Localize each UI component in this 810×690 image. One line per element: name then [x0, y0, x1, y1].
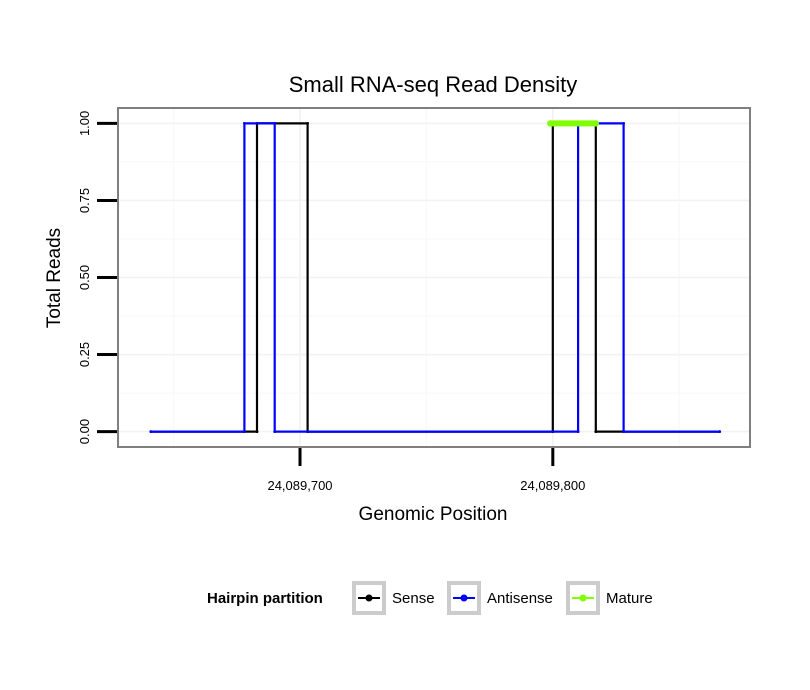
legend-label-mature: Mature [606, 590, 653, 607]
point-mature-0 [547, 120, 554, 127]
legend-title: Hairpin partition [207, 590, 323, 607]
legend-label-sense: Sense [392, 590, 435, 607]
legend-dot-sense [365, 594, 373, 602]
point-antisense-0 [149, 430, 153, 433]
y-tick-label-0: 0.00 [77, 419, 92, 444]
y-tick-label-3: 0.75 [77, 188, 92, 213]
legend-item-antisense: Antisense [447, 581, 553, 615]
point-antisense-8 [622, 430, 625, 433]
point-antisense-3 [273, 122, 277, 125]
y-tick-label-2: 0.50 [77, 265, 92, 290]
series-line-antisense [150, 122, 720, 433]
point-sense-1 [255, 430, 259, 433]
legend-dot-antisense [460, 594, 468, 602]
point-antisense-9 [718, 430, 722, 433]
chart-title: Small RNA-seq Read Density [289, 72, 578, 97]
point-antisense-1 [243, 430, 246, 433]
point-sense-3 [306, 122, 309, 125]
point-antisense-2 [243, 122, 246, 125]
legend-item-mature: Mature [566, 581, 653, 615]
y-tick-label-4: 1.00 [77, 111, 92, 136]
y-axis-title: Total Reads [44, 228, 65, 328]
series-layer [149, 120, 722, 433]
y-tick-label-1: 0.25 [77, 342, 92, 367]
x-tick-label-1: 24,089,800 [520, 478, 585, 493]
y-axis: 0.00 0.25 0.50 0.75 1.00 [77, 111, 117, 444]
legend-item-sense: Sense [352, 581, 435, 615]
legend-dot-mature [579, 594, 587, 602]
point-antisense-5 [576, 430, 580, 433]
point-sense-8 [594, 430, 598, 433]
x-tick-label-0: 24,089,700 [267, 478, 332, 493]
panel-border [117, 107, 751, 448]
x-axis-title: Genomic Position [359, 504, 508, 525]
legend: Hairpin partition Sense Antisense Mature [207, 581, 653, 615]
point-antisense-7 [622, 122, 625, 125]
point-mature-1 [592, 120, 599, 127]
x-axis: 24,089,700 24,089,800 [267, 448, 585, 493]
legend-label-antisense: Antisense [487, 590, 553, 607]
point-antisense-4 [273, 430, 277, 433]
grid [118, 108, 750, 447]
